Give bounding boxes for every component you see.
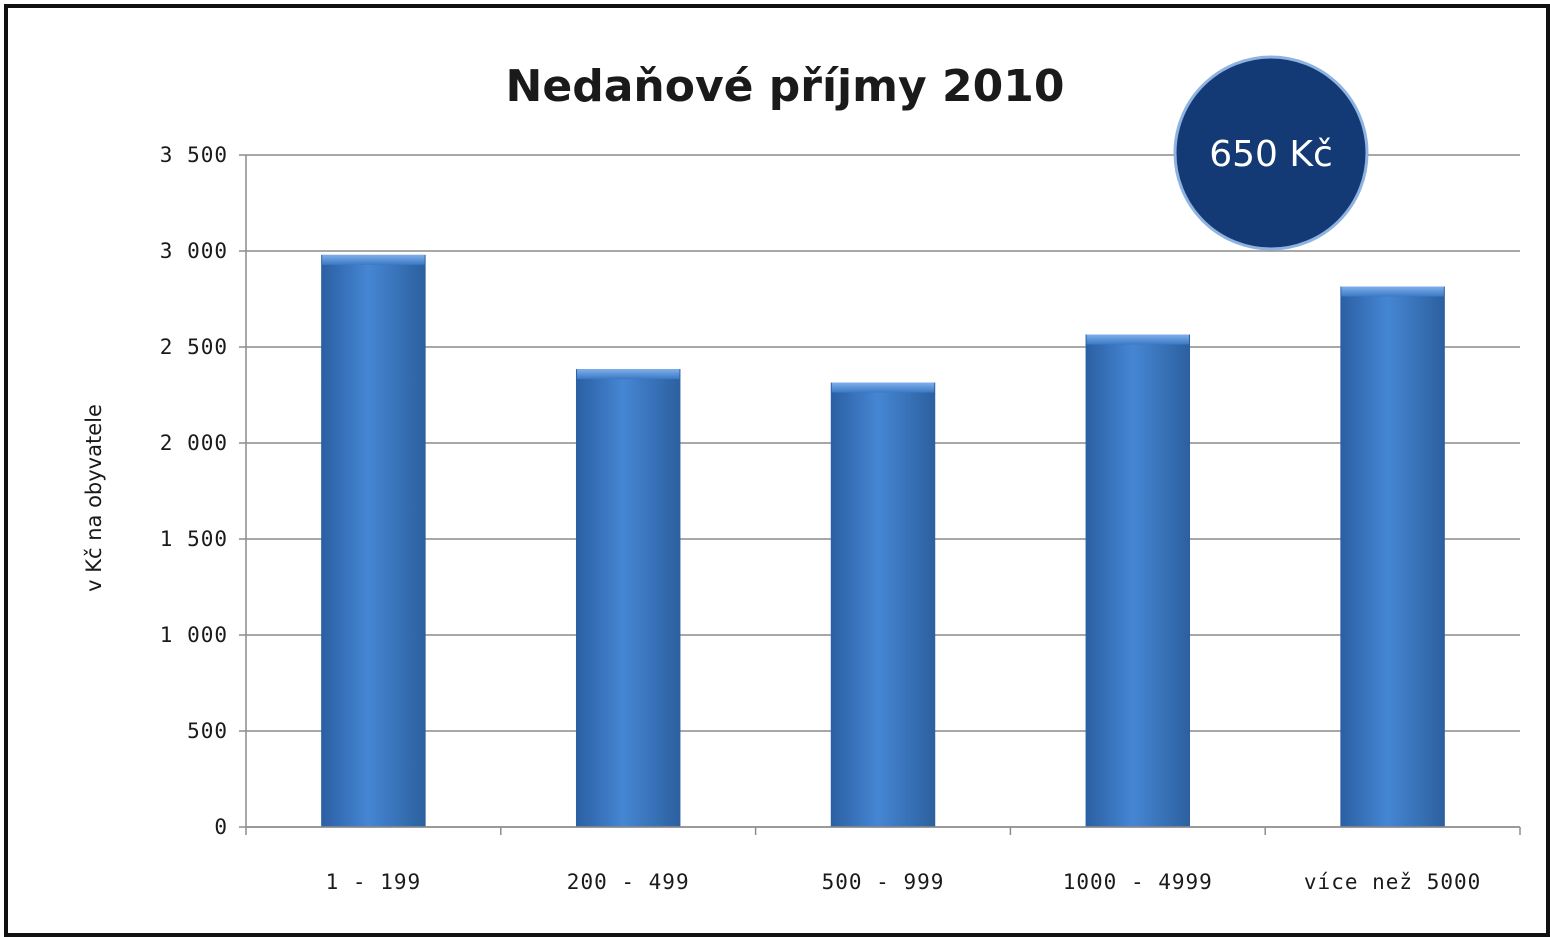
chart-frame: Nedaňové příjmy 2010 0 500 1 000 1 500 2 000…: [4, 4, 1550, 937]
bar-chart: Nedaňové příjmy 2010 0 500 1 000 1 500 2 000…: [82, 55, 1521, 894]
y-tick-label: 2 000: [160, 431, 228, 455]
bar-group: [1340, 286, 1445, 827]
x-tick-label: 1 - 199: [326, 870, 422, 894]
bar: [1085, 334, 1191, 827]
y-tick-label: 1 000: [160, 623, 228, 647]
y-tick-label: 1 500: [160, 527, 228, 551]
bar-top-highlight: [576, 369, 680, 380]
x-tick-label: více než 5000: [1304, 870, 1481, 894]
chart-title: Nedaňové příjmy 2010: [506, 61, 1065, 112]
bar-top-highlight: [831, 382, 935, 393]
badge-label: 650 Kč: [1209, 134, 1333, 175]
bars: [321, 254, 1445, 828]
bar-group: [321, 254, 426, 828]
y-tick-label: 3 000: [160, 239, 228, 263]
x-tick-label: 500 - 999: [822, 870, 945, 894]
bar-top-highlight: [1341, 286, 1444, 297]
y-tick-label: 0: [214, 815, 228, 839]
x-tick-label: 200 - 499: [567, 870, 690, 894]
bar-top-highlight: [1086, 334, 1190, 345]
x-tick-label: 1000 - 4999: [1063, 870, 1213, 894]
bar-top-highlight: [322, 254, 425, 265]
y-tick-label: 500: [187, 719, 228, 743]
y-axis-ticks: 0 500 1 000 1 500 2 000 2 500 3 000 3 500: [160, 143, 247, 839]
bar: [575, 369, 681, 827]
bar-group: [1085, 334, 1191, 827]
bar: [830, 382, 936, 827]
y-axis-label: v Kč na obyvatele: [82, 404, 106, 592]
bar: [321, 254, 426, 828]
annotation-badge: 650 Kč: [1173, 55, 1369, 251]
badge-circle: [1173, 55, 1369, 251]
x-axis-ticks: 1 - 199 200 - 499 500 - 999 1000 - 4999 více…: [245, 826, 1521, 894]
bar-group: [830, 382, 936, 827]
bar: [1340, 286, 1445, 827]
y-tick-label: 2 500: [160, 335, 228, 359]
y-tick-label: 3 500: [160, 143, 228, 167]
bar-group: [575, 369, 681, 827]
